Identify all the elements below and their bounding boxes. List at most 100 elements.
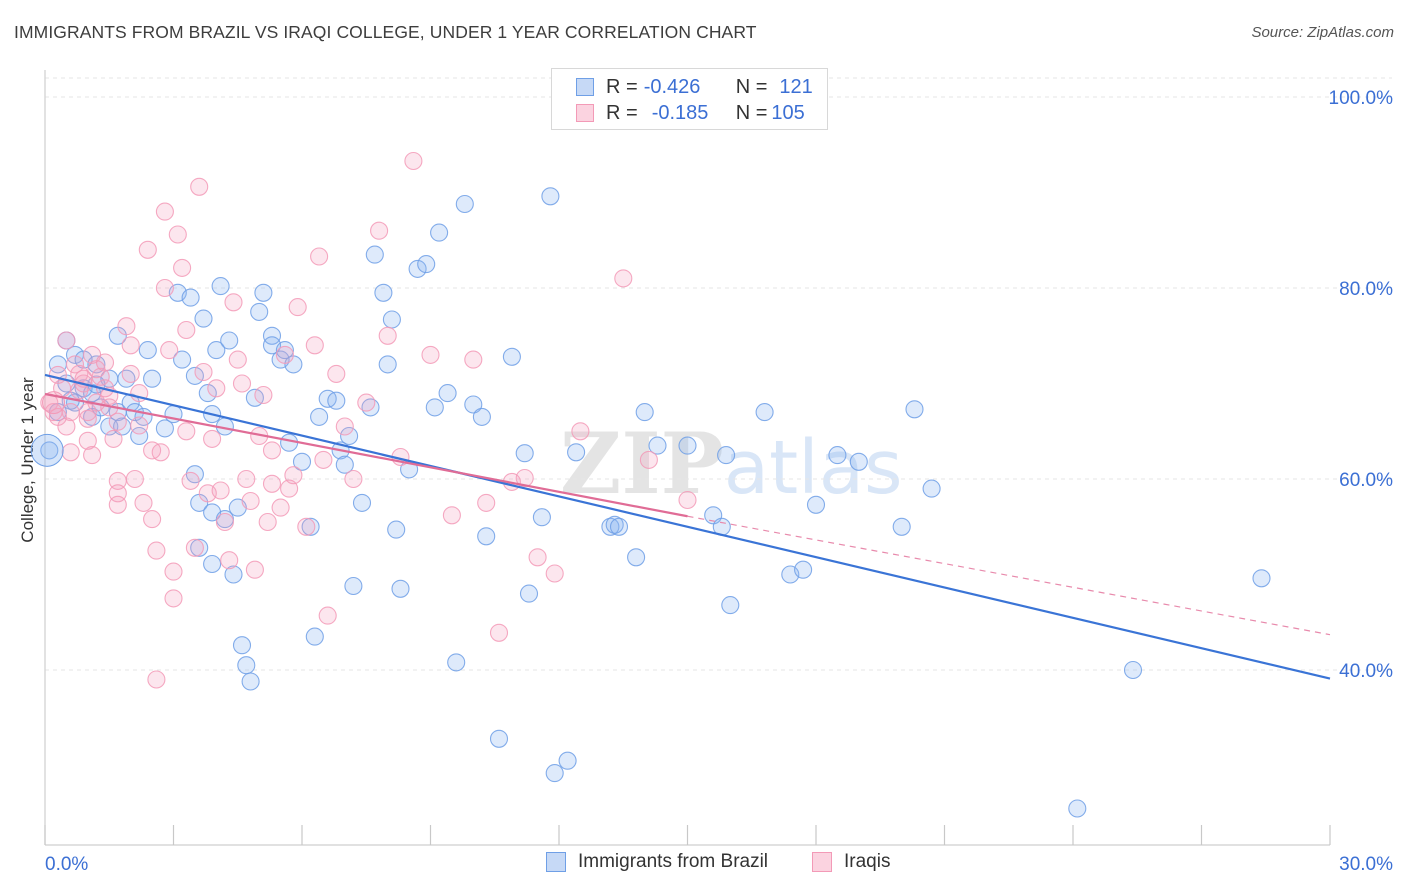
data-point-brazil [262,326,282,345]
data-point-brazil [378,355,397,374]
data-point-brazil [472,407,491,426]
data-point-iraqis [614,269,633,288]
data-point-brazil [207,341,226,360]
data-point-iraqis [357,393,376,412]
data-point-iraqis [305,336,324,355]
data-point-iraqis [125,469,144,489]
data-point-brazil [541,187,560,206]
trend-line-brazil [44,373,1331,680]
data-point-iraqis [147,670,166,689]
data-point-brazil [558,751,577,770]
data-point-brazil [387,520,406,539]
data-point-iraqis [121,336,140,355]
data-point-iraqis [262,441,282,460]
data-point-brazil [181,288,200,307]
data-point-brazil [532,508,551,527]
data-point-iraqis [528,548,547,567]
data-point-iraqis [310,247,329,266]
data-point-iraqis [151,443,170,462]
legend-row-iraqis: R = -0.185 N = 105 [576,101,805,125]
data-point-brazil [344,576,363,596]
data-point-iraqis [138,240,157,259]
data-point-iraqis [104,429,123,448]
data-point-brazil [220,331,239,350]
data-point-iraqis [121,364,140,383]
data-point-iraqis [117,317,136,336]
data-point-brazil [224,565,243,584]
data-point-iraqis [160,341,179,360]
data-point-brazil [1252,569,1271,588]
data-point-brazil [365,245,384,264]
data-point-brazil [155,419,174,438]
data-point-iraqis [344,469,363,489]
data-point-brazil [545,764,564,783]
series-legend: Immigrants from Brazil Iraqis [0,851,1406,877]
data-point-iraqis [185,538,204,557]
data-point-iraqis [464,350,483,369]
data-point-brazil [755,403,774,422]
data-point-iraqis [254,385,273,405]
data-point-brazil [143,369,162,388]
data-point-iraqis [232,374,252,393]
data-point-iraqis [678,490,697,510]
data-point-brazil [335,455,354,474]
data-point-brazil [477,527,496,546]
data-point-brazil [828,446,847,465]
data-point-iraqis [545,564,564,583]
data-point-brazil [892,517,911,536]
data-point-brazil [806,495,826,514]
data-point-iraqis [237,469,256,489]
series-swatch-brazil [546,852,566,872]
data-point-brazil [519,584,539,603]
data-point-brazil [678,436,697,455]
data-point-iraqis [83,446,102,465]
data-point-iraqis [130,416,149,435]
data-point-iraqis [284,466,303,485]
trend-line-iraqis-extended [687,515,1331,636]
data-point-iraqis [70,381,89,400]
data-point-brazil [905,400,924,419]
data-point-iraqis [78,409,97,428]
data-point-iraqis [404,151,423,171]
data-point-iraqis [288,298,307,317]
y-tick-label: 40.0% [1339,661,1393,682]
data-point-brazil [30,433,64,467]
data-point-brazil [502,347,521,366]
data-point-brazil [455,194,474,214]
data-point-iraqis [275,345,294,364]
data-point-iraqis [177,320,196,340]
data-point-brazil [203,554,222,574]
data-point-brazil [1123,660,1143,680]
data-point-brazil [425,398,444,417]
data-point-brazil [232,636,252,655]
legend-n-value: 105 [771,101,805,124]
data-point-brazil [241,672,260,691]
legend-n-value: 121 [779,75,813,98]
data-point-brazil [374,283,393,302]
data-point-iraqis [177,422,196,441]
data-point-brazil [340,426,359,446]
series-legend-iraqis[interactable]: Iraqis [812,851,890,873]
data-point-iraqis [207,379,226,398]
data-point-iraqis [241,491,260,511]
data-point-brazil [190,538,209,557]
data-point-iraqis [245,560,264,579]
legend-n-label: N = [735,75,768,98]
data-point-iraqis [228,350,247,369]
data-point-iraqis [515,468,534,488]
series-legend-brazil[interactable]: Immigrants from Brazil [546,851,768,873]
data-point-iraqis [164,589,183,608]
y-tick-label: 100.0% [1329,88,1394,109]
data-point-brazil [922,479,941,498]
data-point-iraqis [48,365,67,384]
y-tick-label: 80.0% [1339,279,1393,300]
series-label-iraqis: Iraqis [844,851,891,872]
data-point-brazil [280,433,299,452]
data-point-iraqis [477,493,496,512]
data-point-iraqis [318,606,337,625]
data-point-iraqis [181,471,200,490]
data-point-brazil [417,255,436,274]
legend-r-value: -0.185 [651,101,709,124]
data-point-iraqis [442,506,461,525]
data-point-brazil [130,426,149,446]
